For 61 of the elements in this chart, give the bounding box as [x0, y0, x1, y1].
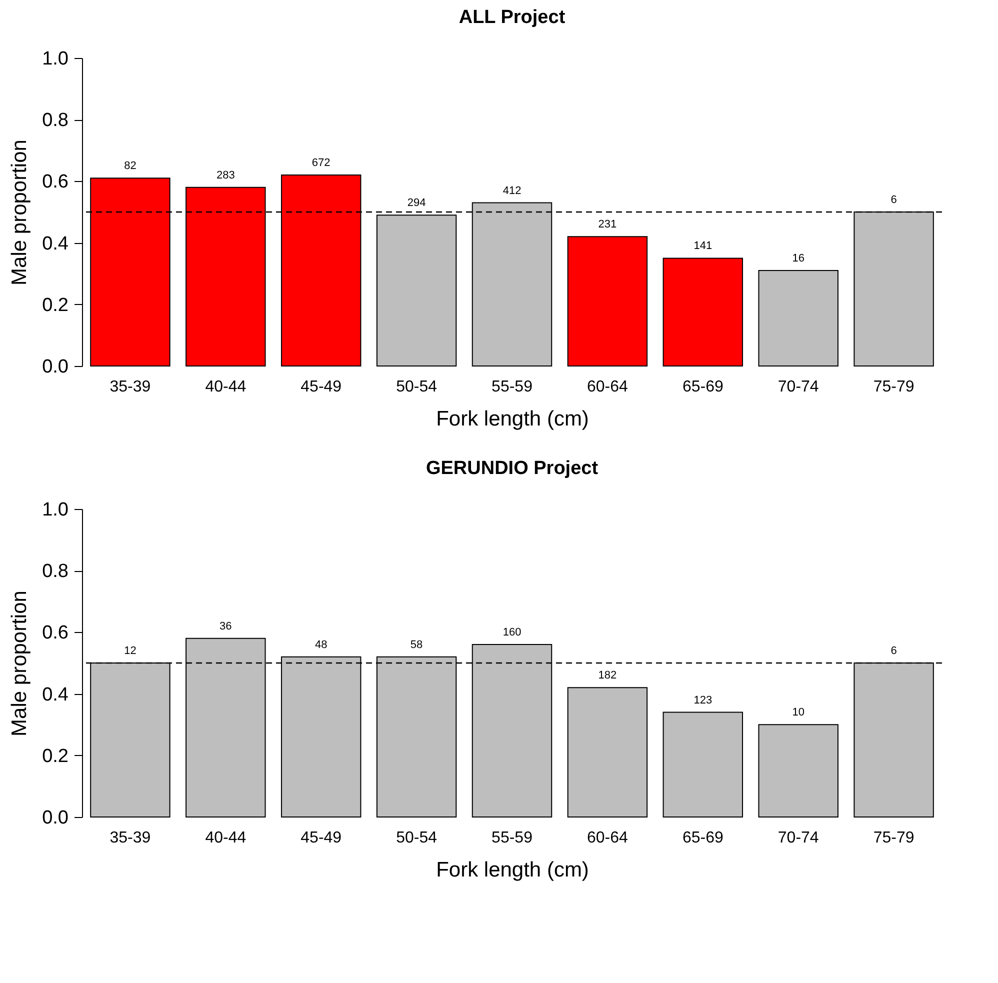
annotation: 6	[890, 645, 897, 657]
x-tick-label: 40-44	[205, 378, 246, 396]
annotation: 36	[220, 620, 232, 632]
annotation: 12	[124, 645, 136, 657]
bar	[567, 687, 648, 818]
annotation: 6	[890, 194, 897, 206]
x-tick-label: 35-39	[110, 378, 151, 396]
y-tick-label: 0.6	[42, 622, 68, 644]
y-tick-label: 0.4	[42, 233, 69, 254]
chart-title: GERUNDIO Project	[426, 458, 599, 479]
annotation: 82	[124, 160, 136, 172]
chart-title: ALL Project	[458, 7, 566, 28]
annotation: 58	[410, 638, 423, 651]
x-axis-title: Fork length (cm)	[436, 408, 589, 430]
y-tick-label: 0.2	[42, 746, 68, 767]
x-tick-label: 70-74	[778, 830, 819, 846]
annotation: 672	[312, 157, 330, 170]
x-tick-label: 45-49	[300, 378, 342, 396]
x-tick-label: 55-59	[492, 378, 533, 396]
bar	[758, 724, 838, 818]
bar	[376, 214, 457, 366]
y-tick-label: 0.0	[42, 356, 68, 378]
x-tick-label: 35-39	[110, 830, 151, 846]
x-tick-label: 65-69	[682, 830, 724, 846]
x-tick-label: 75-79	[873, 830, 914, 846]
y-tick-label: 0.0	[42, 808, 68, 828]
x-tick-label: 65-69	[682, 378, 724, 396]
y-tick-label: 0.6	[42, 172, 68, 193]
x-tick-label: 60-64	[586, 830, 628, 846]
annotation: 160	[502, 626, 522, 639]
annotation: 283	[216, 169, 235, 182]
y-axis-title: Male proportion	[8, 590, 32, 736]
x-tick-label: 75-79	[873, 378, 914, 396]
annotation: 294	[407, 197, 426, 210]
bar	[567, 236, 648, 366]
annotation: 16	[792, 252, 804, 265]
y-tick-label: 0.8	[42, 110, 68, 132]
annotation: 48	[314, 638, 328, 651]
annotation: 231	[598, 218, 617, 231]
x-tick-label: 70-74	[778, 378, 819, 396]
x-axis-title: Fork length (cm)	[436, 858, 589, 882]
annotation: 123	[694, 694, 712, 706]
y-tick-label: 0.2	[42, 294, 68, 316]
annotation: 412	[502, 184, 522, 197]
x-tick-label: 50-54	[396, 830, 438, 846]
y-tick-label: 1.0	[42, 500, 68, 520]
x-tick-label: 40-44	[205, 830, 246, 846]
y-tick-label: 0.8	[42, 561, 68, 582]
y-axis-title: Male proportion	[8, 140, 32, 286]
annotation: 182	[598, 670, 617, 682]
y-tick-label: 1.0	[42, 48, 68, 70]
bar	[662, 712, 744, 818]
bar	[662, 258, 744, 366]
annotation: 10	[792, 706, 804, 719]
x-tick-label: 60-64	[586, 378, 628, 396]
x-tick-label: 55-59	[492, 830, 533, 846]
annotation: 141	[694, 240, 712, 252]
x-tick-label: 45-49	[300, 830, 342, 846]
y-tick-label: 0.4	[42, 684, 69, 706]
bar	[758, 270, 838, 366]
x-tick-label: 50-54	[396, 378, 438, 396]
